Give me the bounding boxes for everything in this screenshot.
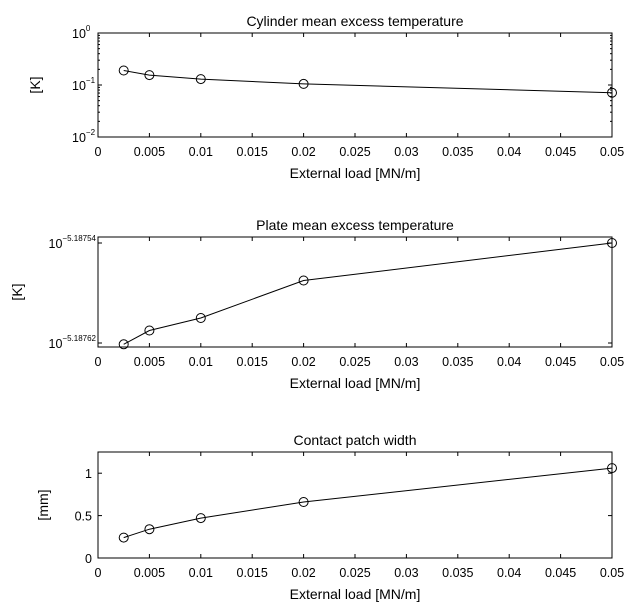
x-axis-label: External load [MN/m] <box>290 375 421 391</box>
y-tick-label: 10−5.18762 <box>49 334 97 351</box>
x-tick-label: 0 <box>95 145 102 159</box>
chart-title: Cylinder mean excess temperature <box>246 13 463 29</box>
x-tick-label: 0.035 <box>442 355 473 369</box>
x-tick-label: 0.03 <box>394 355 418 369</box>
x-tick-label: 0.02 <box>291 566 315 580</box>
y-axis-label: [mm] <box>35 489 51 520</box>
data-point <box>298 275 309 286</box>
y-tick-base: 10 <box>72 27 86 41</box>
chart-title: Plate mean excess temperature <box>256 217 454 233</box>
x-tick-label: 0.04 <box>497 355 521 369</box>
x-tick-label: 0.035 <box>442 566 473 580</box>
chart-panel-3: Contact patch width 0 0.005 0.01 0.015 0.02 0.… <box>35 432 624 602</box>
data-point <box>298 78 309 89</box>
data-point <box>607 463 617 474</box>
x-axis-label: External load [MN/m] <box>290 165 421 181</box>
x-axis-label: External load [MN/m] <box>290 586 421 602</box>
chart-panel-1: Cylinder mean excess temperature 0 0.005 0.… <box>27 13 624 181</box>
x-tick-label: 0.03 <box>394 145 418 159</box>
data-point <box>118 65 129 76</box>
y-tick-label: 0.5 <box>75 510 92 524</box>
y-axis-label: [K] <box>27 76 43 93</box>
x-tick-label: 0.02 <box>291 145 315 159</box>
x-tick-label: 0.01 <box>189 355 213 369</box>
x-tick-label: 0.025 <box>339 566 370 580</box>
y-axis-label: [K] <box>9 283 25 300</box>
data-point <box>195 313 206 323</box>
x-tick-label: 0.015 <box>237 355 268 369</box>
data-point <box>195 513 206 524</box>
x-tick-label: 0.045 <box>545 566 576 580</box>
x-tick-label: 0.01 <box>189 566 213 580</box>
x-tick-label: 0.03 <box>394 566 418 580</box>
axes-frame <box>97 236 613 348</box>
y-tick-base: 10 <box>72 131 86 145</box>
x-tick-label: 0.04 <box>497 566 521 580</box>
x-tick-label: 0.005 <box>134 355 165 369</box>
series-line <box>123 70 613 94</box>
data-point <box>118 532 129 543</box>
x-tick-label: 0.025 <box>339 355 370 369</box>
data-point <box>144 325 155 336</box>
axes-frame <box>97 451 613 559</box>
data-point <box>144 70 155 81</box>
data-point <box>195 74 206 85</box>
x-tick-label: 0.015 <box>237 145 268 159</box>
x-tick-label: 0.025 <box>339 145 370 159</box>
data-point <box>607 87 617 98</box>
chart-title: Contact patch width <box>294 432 417 448</box>
data-point <box>298 497 309 507</box>
y-tick-base: 10 <box>49 337 63 351</box>
x-tick-label: 0.045 <box>545 355 576 369</box>
y-tick-label: 0 <box>85 552 92 566</box>
x-tick-label: 0.005 <box>134 566 165 580</box>
series-line <box>123 242 613 345</box>
x-tick-label: 0.005 <box>134 145 165 159</box>
x-tick-label: 0.01 <box>189 145 213 159</box>
x-tick-label: 0 <box>95 355 102 369</box>
x-tick-label: 0.05 <box>600 355 624 369</box>
x-tick-label: 0.05 <box>600 145 624 159</box>
y-tick-exponent: −5.18762 <box>62 334 96 343</box>
data-point <box>607 238 617 248</box>
y-tick-base: 10 <box>49 237 63 251</box>
y-tick-label: 1 <box>85 467 92 481</box>
x-tick-label: 0 <box>95 566 102 580</box>
x-tick-label: 0.035 <box>442 145 473 159</box>
x-tick-label: 0.04 <box>497 145 521 159</box>
y-tick-exponent: −2 <box>86 128 96 137</box>
y-tick-base: 10 <box>72 79 86 93</box>
x-tick-label: 0.015 <box>237 566 268 580</box>
chart-panel-2: Plate mean excess temperature 0 0.005 0.01 0… <box>9 217 624 391</box>
y-tick-label: 10−1 <box>72 76 96 93</box>
x-tick-label: 0.02 <box>291 355 315 369</box>
y-tick-label: 100 <box>72 24 91 41</box>
x-tick-label: 0.05 <box>600 566 624 580</box>
data-point <box>144 524 155 535</box>
y-tick-exponent: −1 <box>86 76 96 85</box>
data-point <box>118 339 129 350</box>
y-tick-exponent: −5.18754 <box>62 234 96 243</box>
x-tick-label: 0.045 <box>545 145 576 159</box>
y-tick-label: 10−5.18754 <box>49 234 97 251</box>
y-tick-exponent: 0 <box>86 24 91 33</box>
y-tick-label: 10−2 <box>72 128 96 145</box>
series-line <box>123 467 613 539</box>
